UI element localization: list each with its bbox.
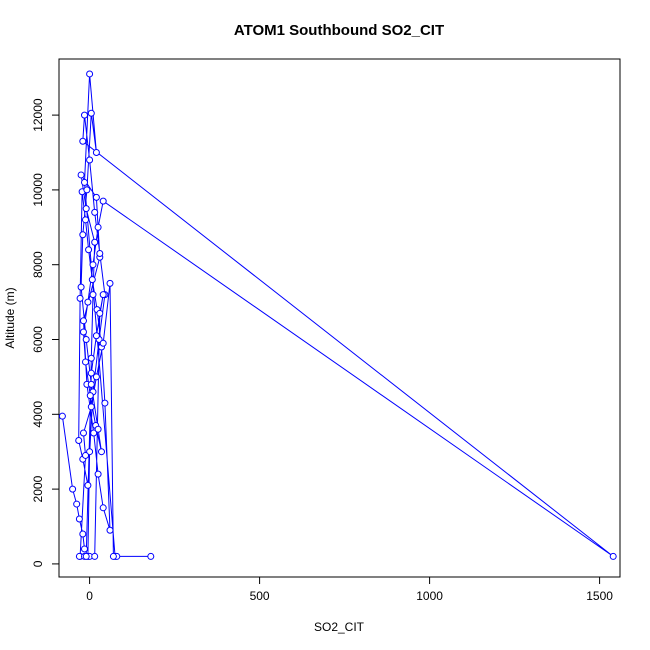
- data-point: [69, 485, 77, 493]
- data-point: [96, 309, 104, 317]
- data-point: [79, 137, 87, 145]
- data-point: [81, 111, 88, 119]
- data-point: [99, 339, 107, 347]
- y-axis-label: Altitude (m): [3, 287, 17, 348]
- data-point: [79, 530, 87, 538]
- data-point: [92, 193, 100, 201]
- data-point: [85, 246, 93, 254]
- data-point: [106, 526, 114, 534]
- data-point: [92, 149, 100, 157]
- data-point: [84, 298, 92, 306]
- data-point: [79, 317, 87, 325]
- data-point: [91, 208, 99, 216]
- data-point: [87, 354, 95, 362]
- data-point: [77, 171, 85, 179]
- data-point: [76, 294, 84, 302]
- x-tick-label: 1500: [586, 589, 613, 603]
- data-point: [87, 369, 95, 377]
- y-tick-label: 0: [31, 560, 45, 567]
- y-tick-label: 8000: [31, 251, 45, 278]
- data-point: [106, 279, 114, 287]
- data-point: [75, 515, 83, 523]
- data-point: [82, 336, 90, 344]
- data-point: [79, 328, 87, 336]
- data-point: [92, 332, 100, 340]
- data-point: [79, 429, 87, 437]
- data-point: [101, 399, 109, 407]
- data-point: [109, 552, 117, 560]
- data-point: [83, 186, 91, 194]
- data-point: [86, 392, 94, 400]
- data-point: [98, 448, 105, 456]
- data-point: [87, 403, 95, 411]
- data-point: [81, 178, 88, 186]
- y-tick-label: 6000: [31, 326, 45, 353]
- y-tick-label: 4000: [31, 401, 45, 428]
- data-point: [94, 425, 102, 433]
- y-tick-label: 12000: [31, 98, 45, 132]
- data-point: [82, 358, 90, 366]
- data-point: [88, 276, 96, 284]
- data-point: [87, 380, 95, 388]
- data-point: [82, 451, 90, 459]
- data-point: [91, 238, 99, 246]
- data-point: [81, 545, 88, 553]
- data-point: [89, 291, 97, 299]
- x-axis-label: SO2_CIT: [314, 620, 365, 634]
- y-tick-label: 10000: [31, 173, 45, 207]
- data-series: [58, 70, 617, 560]
- x-tick-label: 1000: [416, 589, 443, 603]
- x-tick-label: 0: [86, 589, 93, 603]
- x-axis: 0 500 1000 1500: [86, 576, 613, 603]
- data-point: [99, 291, 107, 299]
- x-tick-label: 500: [250, 589, 270, 603]
- chart-title: ATOM1 Southbound SO2_CIT: [234, 22, 444, 39]
- data-point: [87, 109, 95, 117]
- data-point: [91, 552, 99, 560]
- data-point: [94, 470, 102, 478]
- data-point: [86, 70, 94, 78]
- y-axis: 0 2000 4000 6000 8000 10000 12000: [31, 98, 60, 567]
- data-point: [99, 197, 107, 205]
- data-point: [77, 283, 85, 291]
- data-point: [609, 552, 617, 560]
- data-point: [86, 156, 94, 164]
- data-point: [82, 552, 90, 560]
- series-line: [61, 73, 614, 557]
- data-point: [82, 205, 90, 213]
- data-point: [73, 500, 81, 508]
- data-point: [96, 249, 104, 257]
- data-point: [90, 429, 98, 437]
- data-point: [92, 373, 100, 381]
- data-point: [82, 216, 90, 224]
- data-point: [58, 412, 66, 420]
- data-point: [147, 552, 155, 560]
- data-point: [94, 223, 102, 231]
- y-tick-label: 2000: [31, 475, 45, 502]
- data-point: [84, 481, 92, 489]
- data-point: [89, 261, 97, 269]
- data-point: [79, 231, 87, 239]
- data-point: [75, 436, 83, 444]
- data-point: [99, 504, 107, 512]
